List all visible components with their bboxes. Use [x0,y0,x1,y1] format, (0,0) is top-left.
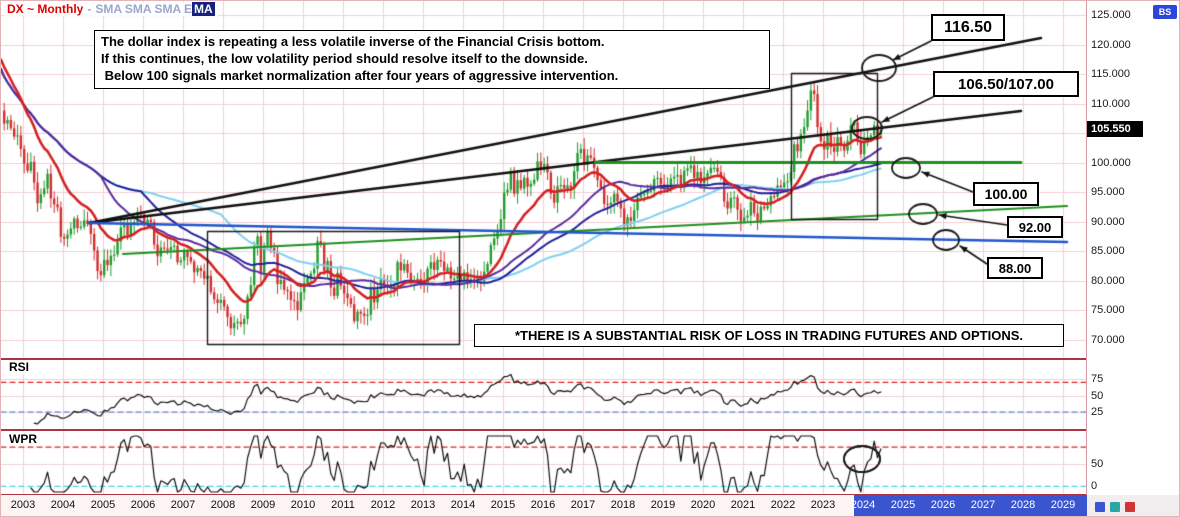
buy-sell-badge[interactable]: BS [1153,5,1177,19]
wpr-panel-label: WPR [7,432,39,446]
year-label: 2020 [690,499,716,511]
price-tick-label: 85.000 [1091,245,1125,257]
price-tick-label: 80.000 [1091,274,1125,287]
year-label: 2017 [570,499,596,511]
wpr-tick-label: 50 [1091,458,1104,470]
price-tick-label: 100.000 [1091,156,1131,169]
indicators-label[interactable]: SMA SMA SMA E [95,2,193,16]
year-label: 2014 [450,499,476,511]
price-tick-label: 70.000 [1091,333,1125,346]
risk-disclaimer-box[interactable]: *THERE IS A SUBSTANTIAL RISK OF LOSS IN … [474,324,1064,347]
price-tick-label: 95.000 [1091,186,1125,198]
grid-icon[interactable] [1095,502,1105,512]
year-label: 2013 [410,499,436,511]
chart-icon[interactable] [1110,502,1120,512]
indicator-selected-label[interactable]: MA [192,2,215,16]
year-label: 2007 [170,499,196,511]
symbol-timeframe-label[interactable]: DX ~ Monthly [7,2,84,16]
year-label: 2021 [730,499,756,511]
rsi-tick-label: 50 [1091,389,1104,402]
year-label: 2018 [610,499,636,511]
header-separator: - [87,2,92,16]
year-label: 2010 [290,499,316,511]
future-period-highlight [854,495,1087,516]
wpr-panel-separator[interactable] [1,429,1179,431]
year-label: 2019 [650,499,676,511]
year-label: 2028 [1010,499,1036,511]
bottom-right-toolbar [1087,495,1179,516]
annotation-line-1: The dollar index is repeating a less vol… [101,34,605,49]
price-tick-label: 90.000 [1091,215,1125,228]
price-callout-116-50[interactable]: 116.50 [931,14,1005,41]
year-label: 2009 [250,499,276,511]
rsi-tick-label: 25 [1091,406,1104,418]
price-tick-label: 120.000 [1091,38,1131,51]
year-label: 2003 [10,499,36,511]
year-label: 2023 [810,499,836,511]
rsi-tick-label: 75 [1091,373,1104,385]
price-callout-100-00[interactable]: 100.00 [973,182,1039,206]
annotation-line-2: If this continues, the low volatility pe… [101,50,588,66]
time-axis[interactable]: 2003 2004 2005 2006 2007 2008 2009 2010 2011 2012… [1,495,1179,516]
price-callout-92-00[interactable]: 92.00 [1007,216,1063,238]
current-price-tag: 105.550 [1087,121,1143,137]
annotation-line-3: Below 100 signals market normalization a… [101,67,619,83]
year-label: 2006 [130,499,156,511]
price-axis[interactable]: 105.550 125.000120.000115.000110.000105.… [1087,1,1179,495]
price-callout-106-50-107-00[interactable]: 106.50/107.00 [933,71,1079,97]
alert-icon[interactable] [1125,502,1135,512]
year-label: 2011 [331,499,355,511]
year-label: 2024 [850,499,876,511]
price-tick-label: 115.000 [1091,68,1130,80]
year-label: 2027 [970,499,996,511]
year-label: 2022 [770,499,796,511]
price-tick-label: 125.000 [1091,9,1131,21]
price-tick-label: 75.000 [1091,304,1125,316]
price-callout-88-00[interactable]: 88.00 [987,257,1043,279]
year-label: 2004 [50,499,76,511]
year-label: 2012 [370,499,396,511]
rsi-panel-separator[interactable] [1,358,1179,360]
year-label: 2015 [490,499,516,511]
year-label: 2008 [210,499,236,511]
year-label: 2005 [90,499,116,511]
annotation-text-box[interactable]: The dollar index is repeating a less vol… [94,30,770,89]
rsi-panel-label: RSI [7,360,32,374]
year-label: 2029 [1050,499,1076,511]
year-label: 2025 [890,499,916,511]
wpr-tick-label: 0 [1091,480,1098,492]
year-label: 2016 [530,499,556,511]
chart-header: DX ~ Monthly - SMA SMA SMA E MA [4,2,218,16]
year-label: 2026 [930,499,956,511]
price-tick-label: 110.000 [1091,97,1130,110]
